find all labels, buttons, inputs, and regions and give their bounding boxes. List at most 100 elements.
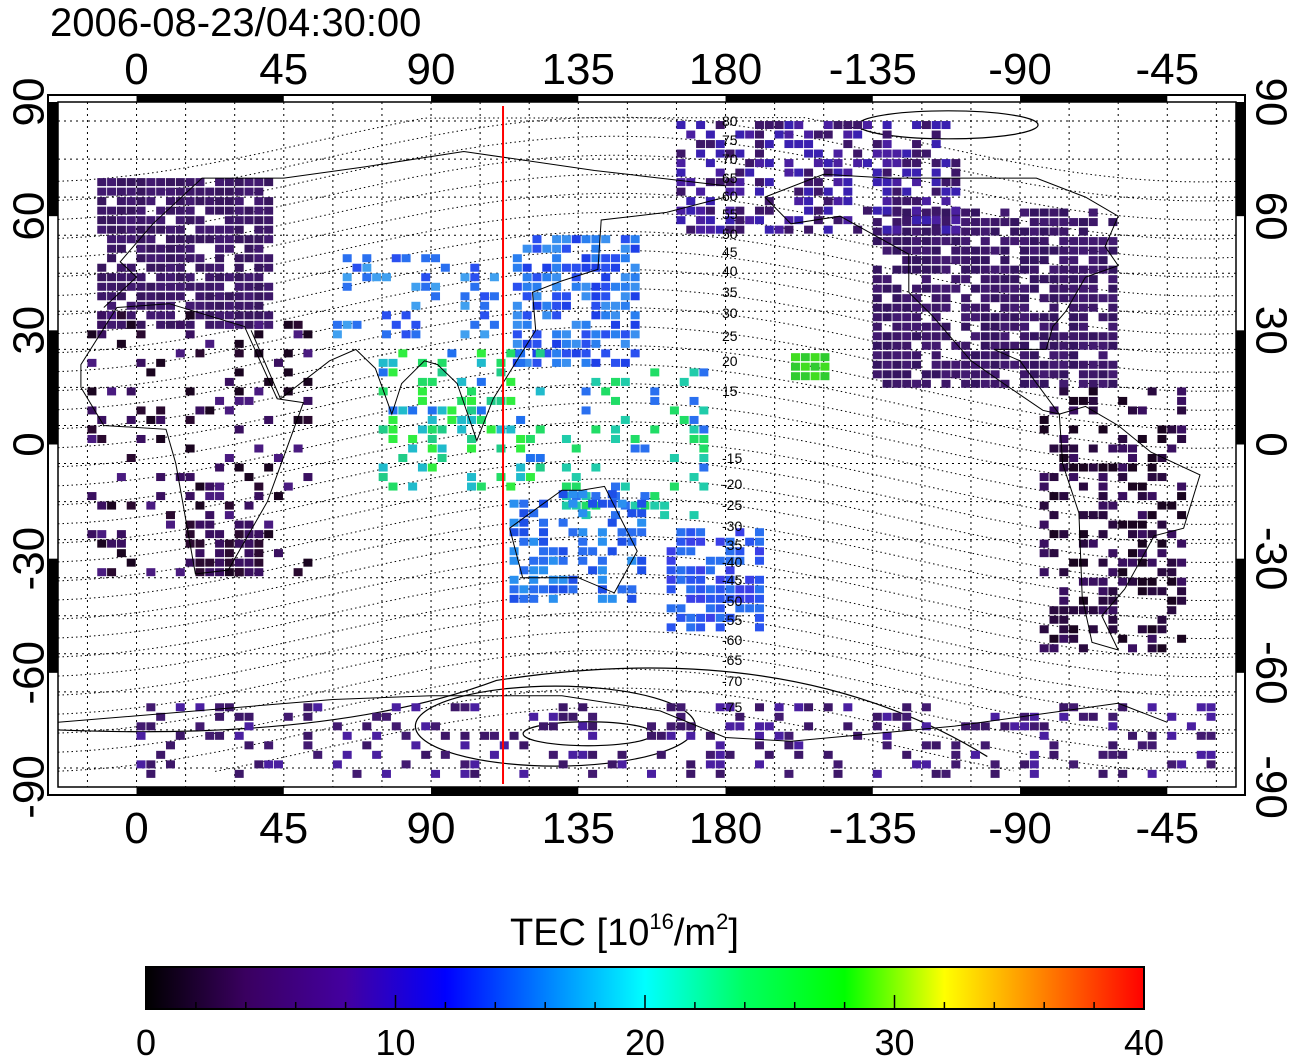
tec-cell [522,292,532,301]
tec-cell [146,254,156,263]
tec-cell [872,322,882,331]
tec-cell [571,235,581,244]
tec-cell [303,473,313,482]
tec-cell [715,594,725,603]
magnetic-contour [57,573,1237,659]
tec-cell [961,313,971,322]
tec-cell [165,520,175,529]
tec-cell [705,585,715,594]
left-lat-label: 0 [5,432,54,456]
tec-cell [512,301,522,310]
tec-cell [705,206,715,215]
tec-cell [107,320,117,329]
tec-cell [165,244,175,253]
tec-cell [509,499,519,508]
tec-cell [1078,237,1088,246]
tec-cell [215,463,225,472]
tec-cell [931,741,941,750]
tec-cell [912,237,922,246]
tec-cell [931,769,941,778]
tec-cell [630,273,640,282]
tec-cell [1029,208,1039,217]
tec-cell [725,613,735,622]
tec-cell [912,351,922,360]
tec-cell [522,358,532,367]
tec-cell [774,121,784,130]
tec-cell [902,216,912,225]
tec-cell [1098,294,1108,303]
tec-cell [195,558,205,567]
tec-cell [686,760,696,769]
tec-cell [794,703,804,712]
tec-cell [136,206,146,215]
magnetic-contour [57,630,1237,716]
tec-cell [961,275,971,284]
tec-cell [872,769,882,778]
tec-cell [1088,265,1098,274]
tec-cell [234,769,244,778]
tec-cell [666,575,676,584]
tec-cell [116,216,126,225]
tec-cell [931,168,941,177]
magnetic-contour [57,516,1237,601]
tec-cell [823,197,833,206]
tec-cell [578,750,588,759]
tec-cell [561,244,571,253]
tec-cell [165,741,175,750]
tec-cell [705,159,715,168]
tec-cell [581,387,591,396]
tec-cell [754,528,764,537]
tec-cell [1157,625,1167,634]
tec-cell [1108,294,1118,303]
tec-cell [107,273,117,282]
tec-cell [1177,511,1187,520]
tec-cell [902,332,912,341]
tec-cell [185,216,195,225]
tec-cell [136,330,146,339]
tec-cell [754,178,764,187]
tec-cell [892,206,902,215]
tec-cell [1147,511,1157,520]
tec-cell [912,322,922,331]
tec-cell [1000,246,1010,255]
tec-cell [411,320,421,329]
tec-cell [882,313,892,322]
tec-cell [254,539,264,548]
tec-cell [388,434,398,443]
frame-bar-top [136,95,284,102]
tec-cell [941,332,951,341]
tec-cell [156,216,166,225]
tec-cell [165,282,175,291]
tec-cell [1029,760,1039,769]
tec-region-north-america [676,121,961,234]
tec-cell [607,490,617,499]
tec-cell [872,275,882,284]
tec-cell [931,216,941,225]
tec-cell [1039,256,1049,265]
tec-cell [1098,256,1108,265]
frame-bar-left [48,558,58,673]
tec-cell [1157,501,1167,510]
tec-cell [882,360,892,369]
tec-cell [1078,246,1088,255]
tec-cell [175,349,185,358]
tec-cell [205,292,215,301]
tec-cell [535,454,545,463]
tec-cell [1147,625,1157,634]
tec-cell [234,235,244,244]
tec-cell [725,750,735,759]
tec-cell [97,273,107,282]
tec-cell [931,187,941,196]
tec-cell [735,168,745,177]
tec-cell [1118,703,1128,712]
tec-cell [951,216,961,225]
tec-cell [362,254,372,263]
tec-cell [705,225,715,234]
tec-cell [611,320,621,329]
tec-cell [470,769,480,778]
tec-cell [1059,712,1069,721]
tec-cell [725,556,735,565]
tec-cell [1029,313,1039,322]
tec-cell [1029,284,1039,293]
tec-cell [516,415,526,424]
